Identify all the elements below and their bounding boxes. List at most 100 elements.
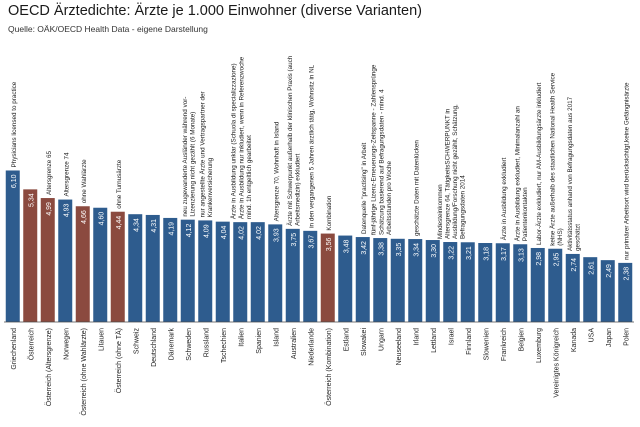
chart-subtitle: Quelle: OÄK/OECD Health Data - eigene Da…	[8, 24, 208, 34]
bar-annotation: Altersgrenze 64, TätigkeitsSCHWERPUNKT i…	[444, 108, 451, 239]
bar-value-label: 4,99	[46, 202, 53, 216]
bar	[180, 219, 195, 322]
bar-value-label: 4,60	[98, 212, 105, 226]
bar-annotation: Aktivitätsstatus anhand von Befragungsda…	[567, 96, 574, 251]
category-label: Russland	[203, 328, 210, 357]
bar-annotation: Datenquelle "practising" in Arbeit	[361, 143, 368, 235]
bar-value-label: 3,42	[361, 241, 368, 255]
bar-annotation: mind. 1h entgeltlich gearbeitet	[246, 135, 253, 219]
bar-annotation: Labor-Ärzte exkludiert, nur AM-Ausbildun…	[535, 82, 543, 245]
category-label: Tschechien	[221, 328, 228, 363]
category-label: Österreich (Kombination)	[325, 328, 333, 406]
bar	[75, 206, 90, 322]
bar-value-label: 4,19	[168, 222, 175, 236]
bar-value-label: 4,34	[133, 218, 140, 232]
bar	[250, 222, 265, 322]
bar-value-label: 3,75	[291, 233, 298, 247]
bar-annotation: Ärzte in Ausbildung nur inkludiert, wenn…	[237, 56, 245, 219]
annotations-layer: Physicians licensed to practice Altersgre…	[11, 55, 631, 260]
bar	[233, 222, 248, 322]
bar-annotation: Altersgrenze 70, Wohnhaft in Island	[273, 121, 280, 221]
bar-value-label: 4,31	[151, 219, 158, 233]
category-label: Israel	[448, 328, 455, 346]
bar-value-label: 3,48	[343, 239, 350, 253]
category-label: Ungarn	[378, 328, 385, 351]
category-label: Schweiz	[133, 328, 140, 355]
bar-value-label: 4,93	[63, 203, 70, 217]
bar-annotation: nur primärer Arbeitsort wird berücksicht…	[623, 82, 630, 260]
category-label: Norwegen	[63, 328, 70, 360]
bar-annotation: fünf-jährige Lizenz-Erneuerungs-Zeitspan…	[371, 64, 378, 235]
bar	[460, 242, 475, 322]
bar	[198, 220, 213, 322]
category-label: Österreich (Altersgrenze)	[45, 328, 53, 406]
bar-annotation: ohne Wahlärzte	[81, 159, 88, 203]
category-label: Australien	[291, 328, 298, 359]
category-label: Österreich	[27, 328, 35, 360]
category-label: Lettland	[431, 328, 438, 353]
bar-annotation: Ärzte in Ausbildung exkludiert, Minimala…	[513, 106, 521, 242]
category-label: Estland	[343, 328, 350, 351]
category-label: Österreich (ohne TÄ)	[115, 328, 123, 393]
bar	[285, 228, 300, 322]
bar-value-label: 4,12	[186, 224, 193, 238]
bar	[355, 237, 370, 322]
bar-value-label: 4,02	[256, 226, 263, 240]
bar-annotation: Arbeitsstunden pro Woche	[386, 160, 393, 235]
bar-value-label: 2,61	[588, 261, 595, 275]
bar-value-label: 3,38	[378, 242, 385, 256]
category-label: Island	[273, 328, 280, 347]
bar-annotation: keine Ärzte außerhalb des staatlichen Na…	[548, 72, 556, 245]
bar	[215, 221, 230, 322]
bar	[128, 214, 143, 322]
bar-value-label: 5,34	[28, 193, 35, 207]
category-label: Spanien	[256, 328, 263, 354]
category-label: Neuseeland	[396, 328, 403, 365]
bar-annotation: neu zugewanderte Ausländer während vor-	[182, 97, 189, 217]
bar-value-label: 4,09	[203, 224, 210, 238]
bar-annotation: ohne Turnusärzte	[116, 159, 123, 209]
bar	[5, 170, 20, 322]
bar-value-label: 2,95	[553, 253, 560, 267]
bar	[478, 243, 493, 322]
category-label: Litauen	[98, 328, 105, 351]
bar-annotation: in den vergangenen 5 Jahren ärztlich tät…	[308, 64, 315, 227]
bar	[110, 211, 125, 322]
bar-annotation: Altersgrenze 65	[46, 150, 53, 195]
category-label: Dänemark	[168, 328, 175, 361]
bar-annotation: Ärzte in Ausbildung exkludiert	[500, 157, 508, 240]
bar	[93, 207, 108, 322]
bar-value-label: 3,35	[396, 243, 403, 257]
bar	[338, 235, 353, 322]
category-label: Vereinigtes Königreich	[553, 328, 560, 398]
bar-annotation: Patientenkontakten	[522, 187, 529, 241]
bar	[303, 230, 318, 322]
category-label: Slowenien	[483, 328, 490, 360]
category-label: Japan	[606, 328, 613, 347]
bar	[565, 253, 580, 322]
category-label: Finnland	[466, 328, 473, 355]
bar	[23, 189, 38, 322]
bar-value-label: 2,38	[623, 267, 630, 281]
bar	[495, 243, 510, 322]
bar-value-label: 3,13	[518, 248, 525, 262]
category-label: Irland	[413, 328, 420, 346]
bar-annotation: Mindesteinkommen	[437, 184, 444, 239]
bar-value-label: 6,10	[11, 174, 18, 188]
category-label: Polen	[623, 328, 630, 346]
bar-annotation: Arbeitsmedizin) exkludiert	[295, 154, 302, 226]
bar-annotation: Schätzung basierend auf Befragungsdaten …	[378, 89, 385, 235]
category-label: Frankreich	[501, 328, 508, 361]
category-label: Luxemburg	[536, 328, 543, 363]
bar-annotation: Ausbildung/Forschung nicht gezählt, Schä…	[452, 104, 459, 239]
bar-value-label: 3,22	[448, 246, 455, 260]
bar-annotation: Krankenversicherung	[207, 157, 214, 217]
bar-annotation: geschätzte Daten mit Datenlücken	[413, 140, 420, 236]
bar-value-label: 4,04	[221, 226, 228, 240]
bar	[513, 244, 528, 322]
bar	[600, 260, 615, 322]
bar-annotation: Physicians licensed to practice	[11, 81, 18, 167]
bar-annotation: Kombination	[326, 195, 333, 231]
category-label: Slowakei	[361, 328, 368, 356]
